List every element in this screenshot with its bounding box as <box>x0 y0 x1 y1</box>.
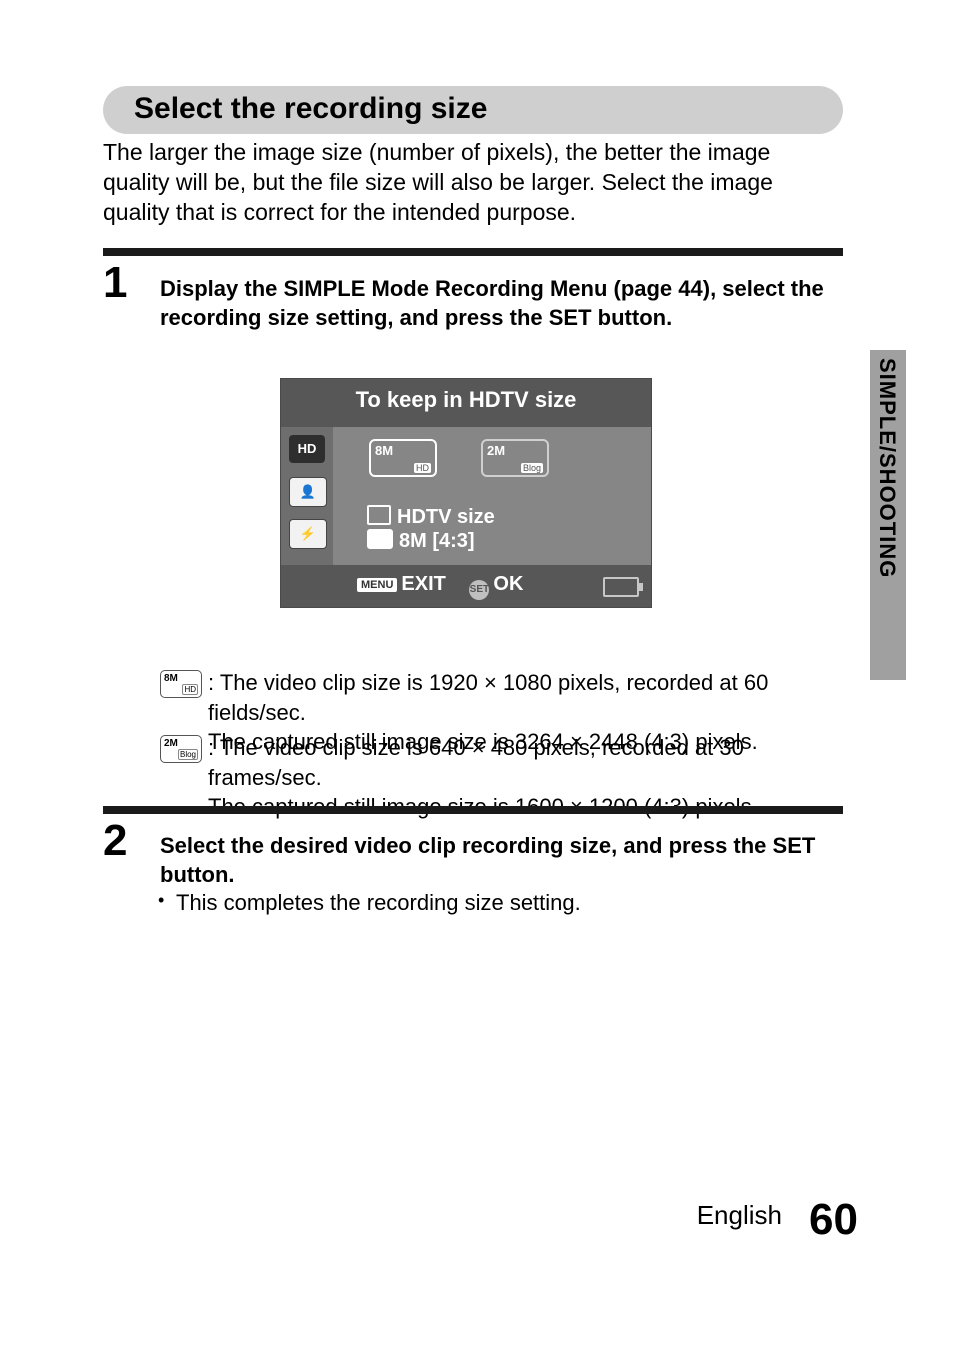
bullet-2-icon-main: 2M <box>164 738 178 749</box>
sidebar-flash-icon: ⚡ <box>289 519 327 549</box>
intro-paragraph: The larger the image size (number of pix… <box>103 138 843 228</box>
mode-photo-line: 8M [4:3] <box>367 529 475 553</box>
option-2m-blog[interactable]: 2M Blog <box>481 439 549 477</box>
bullet-2-line1: The video clip size is 640 × 480 pixels,… <box>208 735 744 790</box>
rule-top <box>103 248 843 256</box>
step-1-text: Display the SIMPLE Mode Recording Menu (… <box>160 275 840 332</box>
option-8m-sub: HD <box>414 463 431 473</box>
option-2m-main: 2M <box>487 443 505 458</box>
mode-video-line: HDTV size <box>367 505 495 529</box>
bullet-1-line1: The video clip size is 1920 × 1080 pixel… <box>208 670 768 725</box>
sidebar-hd-icon: HD <box>289 435 325 463</box>
bullet-2-icon-sub: Blog <box>178 749 198 760</box>
menu-badge: MENU <box>357 578 397 592</box>
camera-icon <box>367 529 393 549</box>
option-8m-hd[interactable]: 8M HD <box>369 439 437 477</box>
exit-label[interactable]: EXIT <box>401 573 445 595</box>
screen-bottombar: MENU EXIT SETOK <box>281 565 651 607</box>
section-tab-label: SIMPLE/SHOOTING <box>874 358 900 578</box>
bottombar-text: MENU EXIT SETOK <box>357 573 523 600</box>
option-8m-main: 8M <box>375 443 393 458</box>
option-2m-sub: Blog <box>521 463 543 473</box>
battery-icon <box>603 577 639 597</box>
bullet-1-icon-main: 8M <box>164 673 178 684</box>
bullet-1-icon: 8M HD <box>160 670 202 698</box>
set-badge: SET <box>469 580 489 600</box>
bullet-1-icon-sub: HD <box>182 684 198 695</box>
bullet-2-icon: 2M Blog <box>160 735 202 763</box>
page-heading: Select the recording size <box>134 92 487 126</box>
step-2-number: 2 <box>103 816 127 866</box>
step-2-sub: This completes the recording size settin… <box>176 890 836 916</box>
step-2-text: Select the desired video clip recording … <box>160 832 840 889</box>
screen-title: To keep in HDTV size <box>281 387 651 413</box>
page: Select the recording size The larger the… <box>0 0 954 1345</box>
mode-photo-text: 8M [4:3] <box>399 530 475 552</box>
step-1-number: 1 <box>103 258 127 308</box>
footer-page-number: 60 <box>809 1195 858 1245</box>
mode-video-text: HDTV size <box>397 506 495 528</box>
ok-label[interactable]: OK <box>493 573 523 595</box>
sidebar-face-icon: 👤 <box>289 477 327 507</box>
camera-screen: To keep in HDTV size HD 👤 ⚡ 8M HD 2M Blo… <box>280 378 652 608</box>
rule-mid <box>103 806 843 814</box>
footer-language: English <box>697 1200 782 1231</box>
video-icon <box>367 505 391 525</box>
